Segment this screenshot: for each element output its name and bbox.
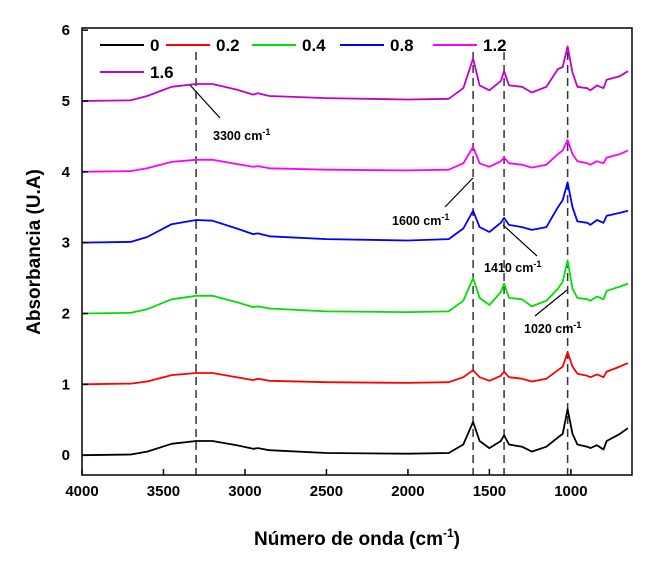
legend-label-0.2: 0.2 [216,36,240,55]
annotation-leader-3300 [189,84,221,119]
y-tick-label: 6 [62,22,70,39]
x-tick-label: 1500 [473,483,506,500]
y-tick-label: 2 [62,305,70,322]
series-line-1.2 [81,138,629,173]
annotation-leader-1410 [502,224,538,257]
annotation-1410: 1410 cm-1 [484,259,541,275]
y-tick-label: 1 [62,376,70,393]
x-axis: 4000 3500 3000 2500 2000 1500 1000 [65,469,588,500]
annotation-3300: 3300 cm-1 [213,127,270,143]
annotation-1020: 1020 cm-1 [524,320,581,336]
x-tick-label: 3500 [147,483,180,500]
y-tick-label: 4 [62,164,71,181]
legend-label-0: 0 [150,36,159,55]
x-axis-label: Número de onda (cm-1) [254,526,460,550]
y-axis-label: Absorbancia (U.A) [24,169,45,335]
plot-frame [81,27,633,476]
series-line-0.2 [81,351,629,386]
series-line-1.6 [81,45,629,102]
annotation-leader-1600 [444,177,474,208]
annotation-1600: 1600 cm-1 [392,212,449,228]
annotations: 3300 cm-1 1600 cm-1 1410 cm-1 1020 cm-1 [189,84,581,336]
legend: 0 0.2 0.4 0.8 1.2 1.6 [100,36,507,82]
y-tick-label: 3 [62,235,70,252]
y-tick-label: 0 [62,447,70,464]
y-axis: 0 1 2 3 4 5 6 [62,22,88,464]
legend-label-1.6: 1.6 [150,63,174,82]
series-line-0.4 [81,259,629,315]
legend-label-0.8: 0.8 [390,36,414,55]
series-line-0.8 [81,181,629,244]
annotation-leader-1020 [534,289,568,317]
series-line-0 [81,408,629,457]
x-tick-label: 4000 [65,483,98,500]
legend-label-1.2: 1.2 [483,36,507,55]
x-tick-label: 3000 [228,483,261,500]
legend-label-0.4: 0.4 [302,36,326,55]
x-tick-label: 2000 [391,483,424,500]
x-tick-label: 2500 [310,483,343,500]
x-tick-label: 1000 [554,483,587,500]
y-tick-label: 5 [62,93,70,110]
series-lines [81,45,629,457]
